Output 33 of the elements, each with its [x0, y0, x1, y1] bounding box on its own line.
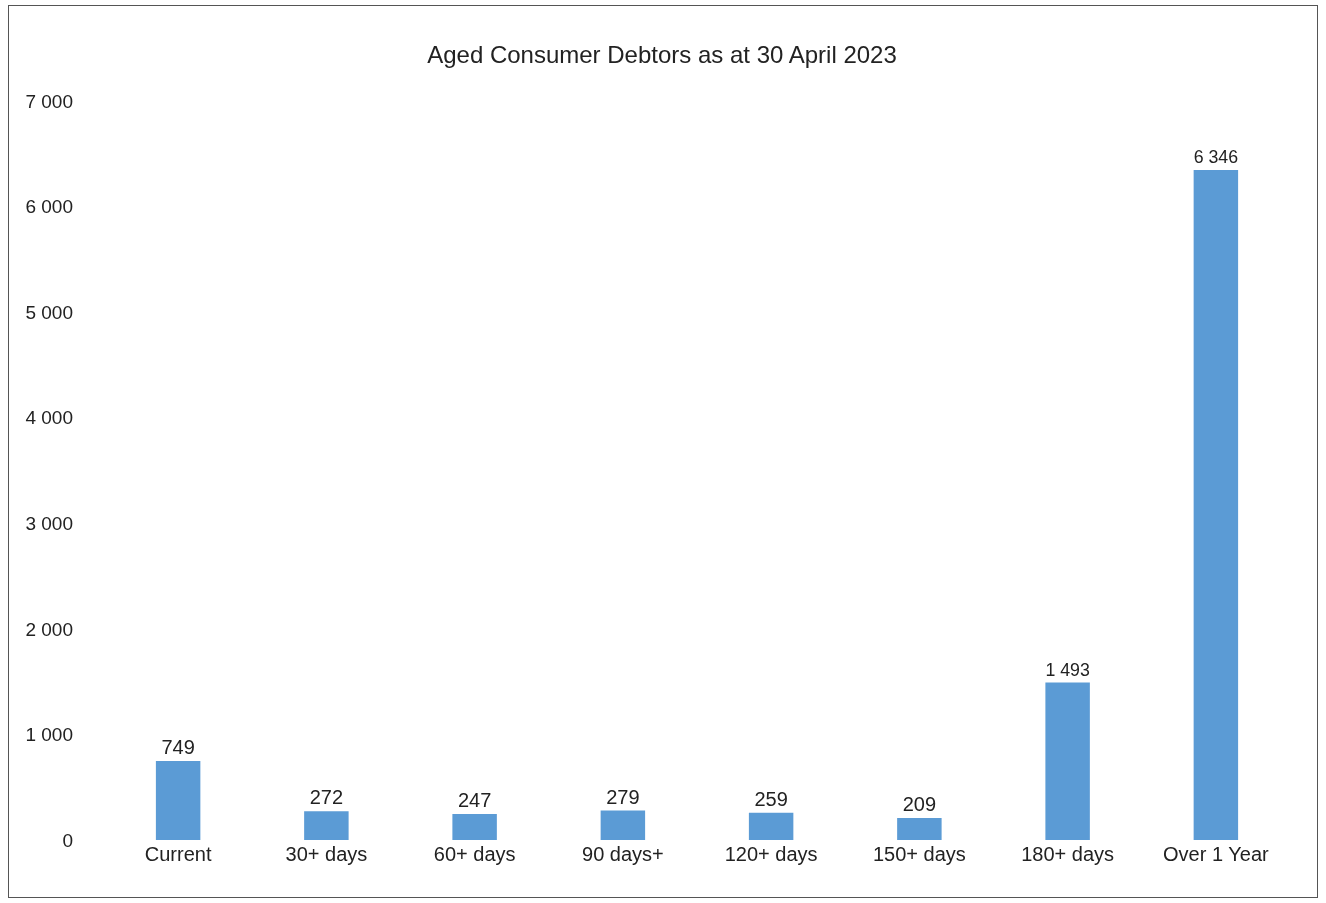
y-tick-label: 6 000: [25, 196, 73, 218]
y-tick-label: 7 000: [25, 90, 73, 112]
x-tick-label: 180+ days: [1021, 843, 1115, 865]
y-tick-label: 5 000: [25, 301, 73, 323]
x-tick-label: 60+ days: [433, 843, 516, 865]
x-tick-label: Over 1 Year: [1163, 843, 1270, 865]
data-label: 259: [754, 787, 788, 810]
y-tick-label: 3 000: [25, 512, 73, 534]
bar: [452, 813, 497, 840]
chart-title: Aged Consumer Debtors as at 30 April 2023: [427, 40, 897, 68]
x-tick-label: 120+ days: [724, 843, 818, 865]
data-label: 209: [902, 792, 937, 815]
y-tick-label: 4 000: [25, 407, 73, 429]
x-tick-label: 90 days+: [582, 843, 664, 865]
data-label: 272: [309, 786, 344, 809]
data-label: 247: [457, 788, 492, 811]
bar: [1193, 170, 1239, 840]
data-label: 279: [606, 785, 640, 808]
y-tick-label: 1 000: [25, 724, 73, 746]
data-label: 6 346: [1193, 147, 1239, 168]
bar: [897, 817, 942, 840]
bar: [1045, 682, 1090, 840]
data-label: 1 493: [1045, 659, 1090, 680]
bar: [748, 812, 794, 840]
bar: [155, 760, 201, 840]
bar: [304, 811, 349, 840]
x-tick-label: Current: [144, 843, 212, 865]
bar: [600, 810, 646, 840]
y-tick-label: 0: [62, 829, 73, 851]
x-tick-label: 30+ days: [285, 843, 368, 865]
data-label: 749: [161, 735, 195, 758]
y-tick-label: 2 000: [25, 618, 73, 640]
x-tick-label: 150+ days: [872, 843, 966, 865]
